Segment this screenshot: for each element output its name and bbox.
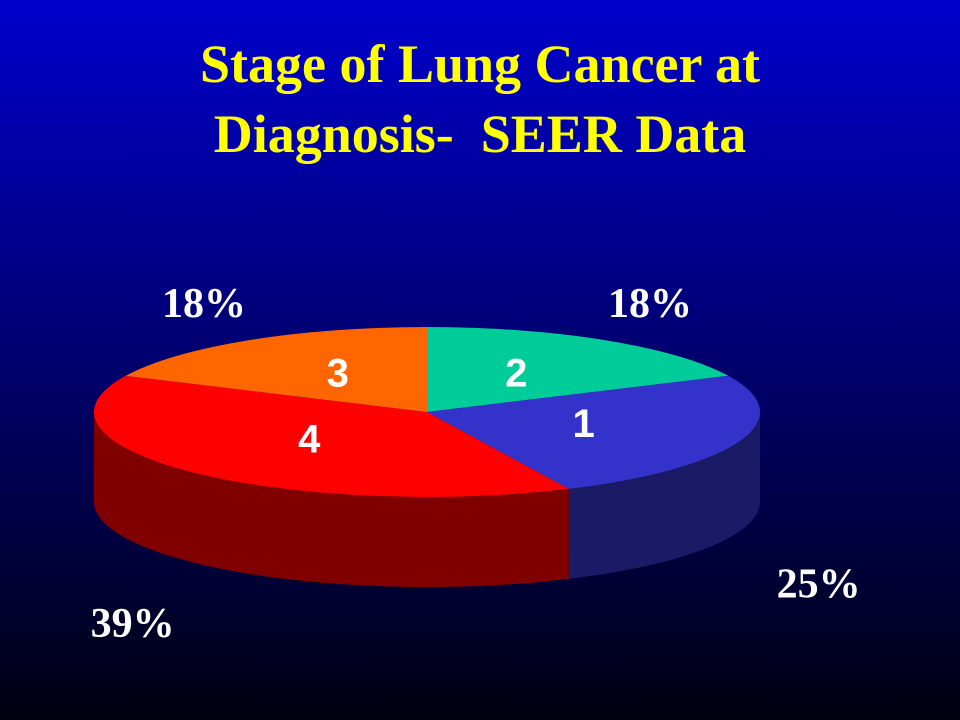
slice bbox=[427, 375, 761, 489]
value-label: 18% bbox=[608, 281, 692, 327]
slice-side bbox=[568, 412, 760, 579]
slice-label: 4 bbox=[298, 418, 321, 462]
value-label: 18% bbox=[162, 281, 246, 327]
slice-label: 3 bbox=[327, 352, 349, 396]
slice bbox=[427, 327, 729, 412]
slice bbox=[125, 327, 427, 412]
chart-title: Stage of Lung Cancer at bbox=[200, 34, 760, 94]
slice-side bbox=[94, 412, 569, 587]
value-label: 39% bbox=[91, 601, 175, 647]
slice bbox=[94, 375, 569, 497]
value-label: 25% bbox=[777, 562, 861, 608]
chart-title: Diagnosis- SEER Data bbox=[214, 104, 747, 164]
slice-label: 1 bbox=[573, 402, 595, 446]
slice-label: 2 bbox=[505, 352, 527, 396]
